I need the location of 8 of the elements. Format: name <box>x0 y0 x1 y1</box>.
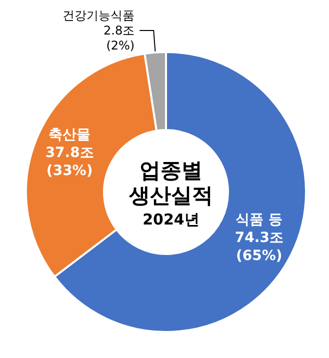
text: 2024년 <box>142 210 200 228</box>
slice-label: 식품 등 <box>236 212 283 228</box>
text: 업종별 생산실적 <box>128 158 213 208</box>
slice-label: 건강기능식품 <box>62 8 135 22</box>
data-label: 37.8조 (33%) <box>45 145 94 180</box>
data-label: 74.3조 (65%) <box>234 230 284 264</box>
slice-label: 축산물 <box>48 127 91 144</box>
data-label: 2.8조 (2%) <box>104 23 135 52</box>
